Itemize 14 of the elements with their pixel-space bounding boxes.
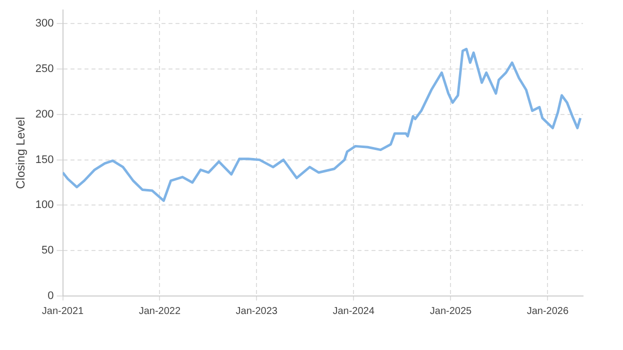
y-tick-label: 50 [42,244,54,257]
x-tick-label: Jan-2024 [332,306,375,317]
x-tick-label: Jan-2021 [42,306,84,317]
y-tick-label: 0 [48,290,54,302]
y-tick-label: 250 [35,63,54,76]
y-tick-label: 300 [35,18,54,30]
x-tick-label: Jan-2025 [430,306,472,317]
y-tick-label: 200 [35,108,54,120]
y-axis-title: Closing Level [14,116,28,190]
x-tick-label: Jan-2023 [236,306,278,317]
x-tick-label: Jan-2026 [526,306,569,317]
y-tick-label: 150 [35,154,54,166]
y-tick-label: 100 [35,199,54,212]
x-tick-label: Jan-2022 [138,306,181,317]
